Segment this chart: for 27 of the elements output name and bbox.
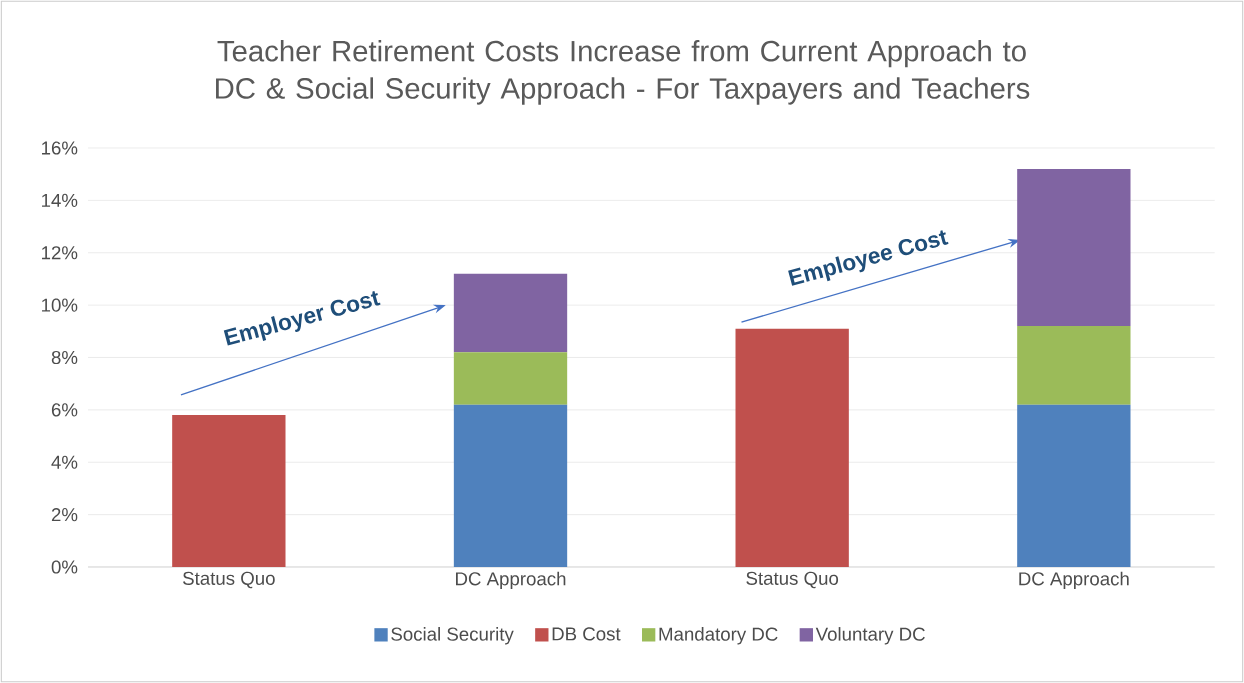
y-tick-label: 8% bbox=[51, 350, 78, 365]
bar bbox=[1017, 404, 1131, 567]
annotation: Employee Cost bbox=[788, 230, 949, 286]
chart-title: Teacher Retirement Costs Increase from Current Approach to DC & Social Security Approach - For Taxpayers and Teachers bbox=[216, 39, 1030, 105]
x-tick-label: Status Quo bbox=[183, 571, 275, 589]
legend-label: Social Security bbox=[391, 627, 514, 645]
y-tick-label: 6% bbox=[51, 403, 78, 417]
bar bbox=[453, 404, 568, 567]
bar bbox=[735, 328, 849, 567]
y-tick-label: 14% bbox=[42, 193, 78, 207]
x-tick-label: DC Approach bbox=[456, 571, 566, 590]
bar bbox=[1017, 326, 1131, 405]
bar bbox=[1017, 168, 1131, 327]
x-tick-label: Status Quo bbox=[746, 571, 839, 589]
y-tick-label: 4% bbox=[51, 455, 78, 469]
y-tick-label: 2% bbox=[51, 508, 78, 522]
legend-label: DB Cost bbox=[552, 627, 621, 641]
y-tick-label: 10% bbox=[42, 298, 78, 312]
bar bbox=[453, 352, 568, 405]
x-tick-label: DC Approach bbox=[1019, 571, 1129, 590]
legend-label: Voluntary DC bbox=[815, 627, 925, 645]
bar bbox=[172, 415, 286, 567]
bar bbox=[453, 273, 568, 353]
y-tick-label: 0% bbox=[51, 560, 78, 574]
legend-label: Mandatory DC bbox=[659, 627, 778, 645]
y-tick-label: 12% bbox=[42, 246, 78, 260]
y-tick-label: 16% bbox=[42, 141, 78, 155]
